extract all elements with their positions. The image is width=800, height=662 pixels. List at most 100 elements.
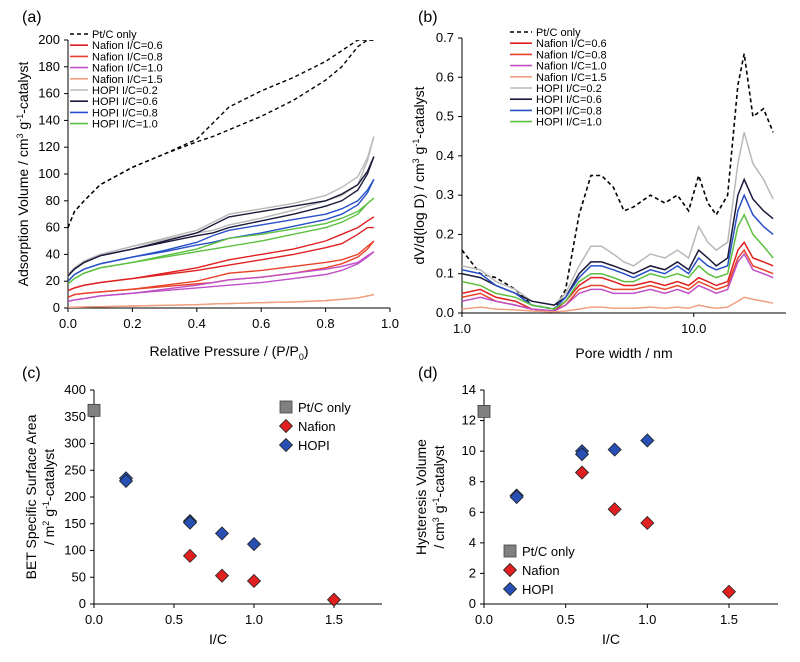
legend-b-label: HOPI I/C=0.2 — [536, 83, 602, 95]
y-tick-label-a: 180 — [38, 59, 60, 74]
legend-d-marker — [503, 544, 517, 558]
legend-d-label: Pt/C only — [522, 544, 575, 559]
legend-c-label: HOPI — [298, 438, 330, 453]
y-tick-label-d: 14 — [462, 382, 476, 397]
series-line-b — [462, 213, 774, 310]
y-tick-label-d: 2 — [469, 565, 476, 580]
y-tick-label-a: 200 — [38, 32, 60, 47]
legend-a-label: HOPI I/C=0.2 — [92, 85, 158, 97]
y-tick-label-d: 6 — [469, 504, 476, 519]
legend-b-label: Nafion I/C=1.0 — [536, 61, 607, 73]
data-point-d — [477, 404, 491, 418]
panel-c: 0 50 100 150 200 250 300 350 400 0.0 0.5 1.0 1.5 Pt/C… — [22, 365, 382, 647]
series-line-a-desorption — [68, 197, 375, 285]
x-tick-label-b: 10.0 — [681, 321, 706, 336]
legend-a-label: HOPI I/C=1.0 — [92, 119, 158, 131]
x-tick-label-d: 0.0 — [475, 612, 493, 627]
legend-b-label: Nafion I/C=0.6 — [536, 38, 607, 50]
legend-a-label: HOPI I/C=0.6 — [92, 96, 158, 108]
y-tick-label-c: 200 — [64, 489, 86, 504]
panel-label-d: (d) — [418, 365, 438, 382]
y-tick-label-c: 0 — [79, 596, 86, 611]
legend-c-label: Pt/C only — [298, 400, 351, 415]
y-tick-label-a: 160 — [38, 86, 60, 101]
data-point-d — [640, 433, 655, 448]
y-tick-label-b: 0.2 — [436, 226, 454, 241]
y-tick-label-d: 10 — [462, 443, 476, 458]
legend-c: Pt/C only Nafion HOPI — [278, 400, 351, 453]
series-line-a-desorption — [68, 178, 375, 282]
legend-d-label: Nafion — [522, 563, 560, 578]
x-tick-label-c: 0.0 — [85, 612, 103, 627]
y-axis-label-c-1: BET Specific Surface Area — [23, 414, 39, 579]
x-tick-label-a: 1.0 — [381, 316, 399, 331]
series-line-a-desorption — [68, 216, 375, 292]
legend-a-label: HOPI I/C=0.8 — [92, 107, 158, 119]
y-tick-label-c: 100 — [64, 543, 86, 558]
y-axis-label-b: dV/d(log D) / cm3 g-1-catalyst — [411, 86, 427, 264]
y-tick-label-c: 350 — [64, 409, 86, 424]
legend-b-label: Pt/C only — [536, 27, 581, 39]
x-axis-label-a: Relative Pressure / (P/P0) — [149, 343, 308, 362]
legend-c-marker — [278, 418, 294, 434]
series-line-a-adsorption — [68, 251, 375, 302]
y-tick-label-c: 400 — [64, 382, 86, 397]
y-tick-label-a: 0 — [53, 300, 60, 315]
series-line-b — [462, 240, 774, 312]
x-tick-label-a: 0.8 — [317, 316, 335, 331]
legend-d: Pt/C only Nafion HOPI — [502, 544, 575, 597]
x-axis-label-d: I/C — [602, 631, 620, 647]
x-tick-label-c: 0.5 — [165, 612, 183, 627]
panel-b: 0.0 0.1 0.2 0.3 0.4 0.5 0.6 0.7 1.0 10.0 Pt/C only… — [411, 9, 786, 361]
series-line-b — [462, 252, 774, 312]
y-tick-label-b: 0.3 — [436, 187, 454, 202]
y-tick-label-a: 40 — [46, 246, 60, 261]
y-tick-label-c: 150 — [64, 516, 86, 531]
x-axis-label-b: Pore width / nm — [575, 345, 672, 361]
y-tick-label-d: 12 — [462, 413, 476, 428]
y-tick-label-a: 80 — [46, 193, 60, 208]
data-point-d — [509, 489, 524, 505]
series-line-b — [462, 53, 774, 310]
legend-a-label: Nafion I/C=0.8 — [92, 51, 163, 63]
legend-b-label: HOPI I/C=1.0 — [536, 117, 602, 129]
panel-label-c: (c) — [22, 365, 41, 382]
y-tick-label-b: 0.1 — [436, 266, 454, 281]
legend-c-marker — [278, 437, 294, 453]
y-tick-label-b: 0.4 — [436, 148, 454, 163]
legend-d-marker — [502, 562, 518, 578]
series-line-a-adsorption — [68, 156, 375, 277]
y-axis-label-a: Adsorption Volume / cm3 g-1-catalyst — [15, 62, 31, 287]
series-line-a-desorption — [68, 136, 375, 275]
data-point-c — [214, 568, 230, 583]
legend-a-label: Pt/C only — [92, 29, 137, 41]
y-tick-label-b: 0.0 — [436, 305, 454, 320]
x-tick-label-b: 1.0 — [453, 321, 471, 336]
data-point-c — [182, 515, 198, 530]
panel-label-a: (a) — [22, 9, 42, 26]
y-tick-label-c: 300 — [64, 436, 86, 451]
x-axis-label-c: I/C — [209, 631, 227, 647]
data-point-c — [326, 592, 342, 607]
legend-b-label: Nafion I/C=1.5 — [536, 72, 607, 84]
x-tick-label-a: 0.4 — [188, 316, 206, 331]
y-axis-label-d-2: / cm3 g-1-catalyst — [431, 445, 447, 548]
y-tick-label-a: 120 — [38, 139, 60, 154]
legend-a-label: Nafion I/C=1.5 — [92, 74, 163, 86]
panel-d: 0 2 4 6 8 10 12 14 0.0 0.5 1.0 1.5 Pt/C only Nafion HO… — [413, 365, 778, 647]
data-point-c — [118, 473, 134, 489]
x-tick-label-c: 1.5 — [325, 612, 343, 627]
data-point-d — [640, 515, 655, 531]
x-tick-label-a: 0.6 — [252, 316, 270, 331]
series-line-a-desorption — [68, 293, 375, 308]
x-tick-label-a: 0.0 — [59, 316, 77, 331]
series-line-b — [462, 177, 774, 306]
series-line-a-desorption — [68, 251, 375, 302]
panel-a: 0 20 40 60 80 100 120 140 160 180 200 0.0 0.2 0.4 0.6 0… — [15, 9, 399, 362]
series-line-b — [462, 296, 774, 313]
y-tick-label-b: 0.6 — [436, 69, 454, 84]
data-point-d — [607, 442, 622, 457]
legend-a-label: Nafion I/C=1.0 — [92, 63, 163, 75]
